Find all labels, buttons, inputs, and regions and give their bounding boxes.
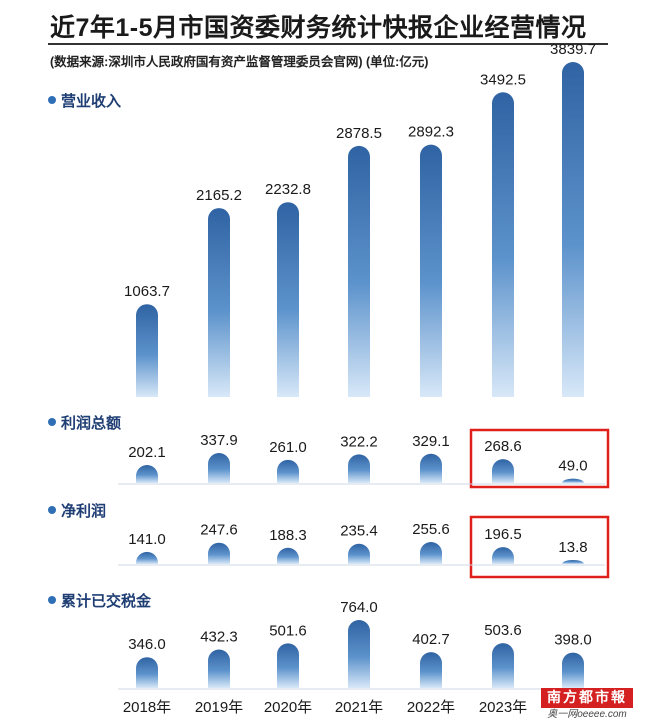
bar — [562, 560, 584, 564]
x-tick-label: 2019年 — [195, 699, 243, 716]
bar — [562, 478, 584, 483]
logo-main-text: 南方都市報 — [541, 688, 633, 708]
data-label: 402.7 — [412, 631, 450, 648]
data-label: 501.6 — [269, 622, 307, 639]
section-label: 利润总额 — [61, 415, 122, 432]
bar — [492, 643, 515, 688]
data-label: 2232.8 — [265, 181, 311, 198]
data-label: 2892.3 — [408, 124, 454, 141]
bar — [277, 547, 299, 564]
data-label: 247.6 — [200, 522, 238, 539]
data-label: 346.0 — [128, 636, 166, 653]
x-tick-label: 2021年 — [335, 699, 383, 716]
bar — [277, 643, 299, 688]
bar — [420, 652, 442, 688]
data-label: 13.8 — [558, 539, 587, 556]
bar — [136, 304, 158, 397]
bar — [208, 208, 230, 397]
x-tick-label: 2022年 — [407, 699, 455, 716]
bar — [208, 649, 230, 688]
data-label: 141.0 — [128, 531, 166, 548]
data-label: 261.0 — [269, 439, 307, 456]
bar — [208, 542, 230, 564]
data-label: 188.3 — [269, 527, 307, 544]
section-label: 净利润 — [61, 503, 107, 520]
bar — [420, 453, 442, 483]
chart-subtitle: (数据来源:深圳市人民政府国有资产监督管理委员会官网) (单位:亿元) — [50, 55, 429, 69]
bar — [562, 62, 584, 397]
x-tick-label: 2023年 — [479, 699, 527, 716]
title-underline — [48, 43, 608, 45]
data-label: 3492.5 — [480, 71, 526, 88]
section-heading-net-profit: 净利润 — [48, 500, 106, 521]
bar — [492, 547, 515, 564]
section-label: 营业收入 — [61, 93, 122, 110]
section-label: 累计已交税金 — [61, 593, 152, 610]
bullet-icon — [48, 418, 56, 426]
data-label: 196.5 — [484, 526, 522, 543]
data-label: 1063.7 — [124, 283, 170, 300]
highlight-box — [469, 428, 610, 489]
data-label: 2878.5 — [336, 125, 382, 142]
bar — [348, 620, 370, 688]
data-label: 764.0 — [340, 599, 378, 616]
data-label: 329.1 — [412, 433, 450, 450]
bar — [492, 459, 515, 483]
bar — [348, 145, 370, 397]
x-tick-label: 2018年 — [123, 699, 171, 716]
x-tick-label: 2020年 — [264, 699, 312, 716]
bar — [136, 465, 158, 483]
data-label: 503.6 — [484, 622, 522, 639]
data-label: 3839.7 — [550, 41, 596, 58]
data-label: 255.6 — [412, 521, 450, 538]
bar — [277, 202, 299, 397]
bar — [208, 453, 230, 483]
data-label: 202.1 — [128, 444, 166, 461]
data-label: 268.6 — [484, 438, 522, 455]
section-heading-total-profit: 利润总额 — [48, 412, 121, 433]
bar — [492, 92, 515, 398]
bar — [136, 657, 158, 688]
data-label: 235.4 — [340, 523, 378, 540]
bar — [562, 652, 584, 688]
bar — [277, 459, 299, 483]
data-label: 432.3 — [200, 629, 238, 646]
chart-title: 近7年1-5月市国资委财务统计快报企业经营情况 — [50, 14, 587, 42]
bullet-icon — [48, 96, 56, 104]
data-label: 398.0 — [554, 632, 592, 649]
bar — [348, 454, 370, 483]
data-label: 322.2 — [340, 433, 378, 450]
bullet-icon — [48, 596, 56, 604]
data-label: 49.0 — [558, 458, 587, 475]
section-heading-revenue: 营业收入 — [48, 90, 121, 111]
logo-sub-text: 奥一网oeeee.com — [547, 709, 627, 720]
bar — [348, 543, 370, 564]
highlight-box — [469, 515, 610, 579]
bar — [420, 144, 442, 397]
section-heading-taxes: 累计已交税金 — [48, 590, 151, 611]
bullet-icon — [48, 506, 56, 514]
bar — [136, 551, 158, 564]
newspaper-logo: 南方都市報 奥一网oeeee.com — [541, 688, 633, 721]
data-label: 337.9 — [200, 432, 238, 449]
data-label: 2165.2 — [196, 187, 242, 204]
bar — [420, 542, 442, 564]
